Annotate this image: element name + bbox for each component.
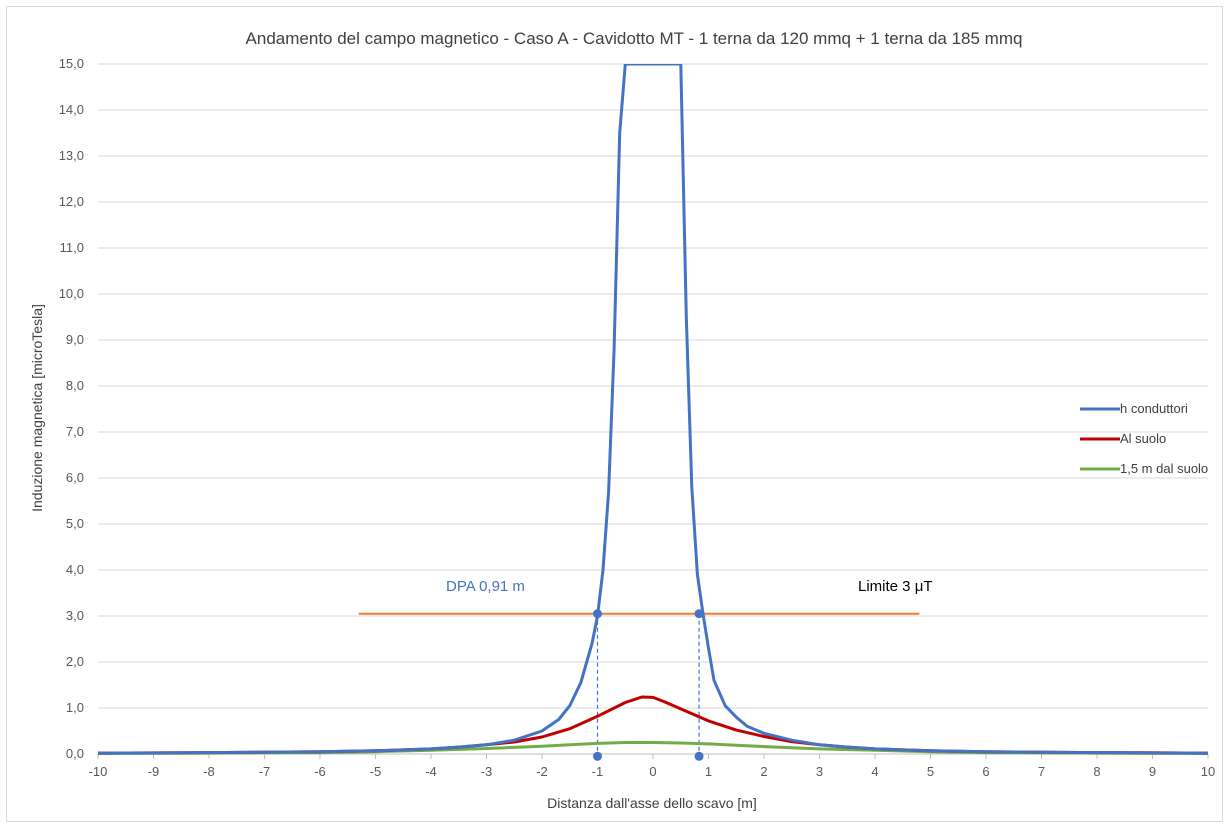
y-axis-ticks: 0,0 1,0 2,0 3,0 4,0 5,0 6,0 7,0 8,0 9,0 10,0 11,0 12… xyxy=(59,56,84,761)
x-tick-label: 7 xyxy=(1038,764,1045,779)
legend-label: 1,5 m dal suolo xyxy=(1120,461,1208,476)
y-tick-label: 5,0 xyxy=(66,516,84,531)
grid xyxy=(98,63,1208,709)
dpa-axis-marker xyxy=(694,751,704,761)
x-tick-label: -6 xyxy=(314,764,326,779)
x-tick-label: 9 xyxy=(1149,764,1156,779)
y-axis-label: Induzione magnetica [microTesla] xyxy=(29,304,45,512)
y-tick-label: 7,0 xyxy=(66,424,84,439)
x-tick-label: -10 xyxy=(89,764,108,779)
y-tick-label: 15,0 xyxy=(59,56,84,71)
x-tick-label: -4 xyxy=(425,764,437,779)
y-tick-label: 4,0 xyxy=(66,562,84,577)
x-tick-label: -5 xyxy=(370,764,382,779)
x-tick-label: 8 xyxy=(1093,764,1100,779)
dpa-axis-marker xyxy=(593,751,602,761)
dpa-intersection-marker xyxy=(593,609,602,619)
y-tick-label: 14,0 xyxy=(59,102,84,117)
dpa-label: DPA 0,91 m xyxy=(446,578,525,595)
legend-label: h conduttori xyxy=(1120,401,1188,416)
x-tick-label: -1 xyxy=(592,764,604,779)
x-tick-label: 3 xyxy=(816,764,823,779)
chart-title: Andamento del campo magnetico - Caso A -… xyxy=(246,29,1023,48)
x-axis-ticks: -10 -9 -8 -7 -6 -5 -4 -3 -2 -1 0 1 2 3 4 5 6 7 8 9 10 xyxy=(89,754,1215,779)
y-tick-label: 8,0 xyxy=(66,378,84,393)
y-tick-label: 2,0 xyxy=(66,654,84,669)
x-tick-label: 1 xyxy=(705,764,712,779)
series-lines xyxy=(98,64,1208,755)
x-tick-label: 10 xyxy=(1201,764,1215,779)
y-tick-label: 6,0 xyxy=(66,470,84,485)
legend-label: Al suolo xyxy=(1120,431,1166,446)
x-tick-label: -8 xyxy=(203,764,215,779)
y-tick-label: 3,0 xyxy=(66,608,84,623)
dpa-intersection-marker xyxy=(694,609,704,619)
x-tick-label: -2 xyxy=(536,764,548,779)
x-axis-label: Distanza dall'asse dello scavo [m] xyxy=(547,795,757,811)
legend: h conduttori Al suolo 1,5 m dal suolo xyxy=(1080,401,1208,476)
x-tick-label: 5 xyxy=(927,764,934,779)
chart-frame xyxy=(6,6,1223,822)
y-tick-label: 12,0 xyxy=(59,194,84,209)
x-tick-label: -7 xyxy=(259,764,271,779)
y-tick-label: 9,0 xyxy=(66,332,84,347)
y-tick-label: 10,0 xyxy=(59,286,84,301)
y-tick-label: 11,0 xyxy=(60,240,84,255)
x-tick-label: -3 xyxy=(481,764,493,779)
x-tick-label: 4 xyxy=(871,764,878,779)
series-line-1 xyxy=(98,695,1208,755)
x-tick-label: 6 xyxy=(982,764,989,779)
y-tick-label: 0,0 xyxy=(66,746,84,761)
series-line-0 xyxy=(98,64,1208,755)
y-tick-label: 13,0 xyxy=(59,148,84,163)
x-tick-label: 0 xyxy=(649,764,656,779)
limit-label: Limite 3 μT xyxy=(858,578,933,595)
dpa-group xyxy=(596,613,700,757)
y-tick-label: 1,0 xyxy=(66,700,84,715)
x-tick-label: -9 xyxy=(148,764,160,779)
x-tick-label: 2 xyxy=(760,764,767,779)
dpa-markers xyxy=(593,609,704,761)
